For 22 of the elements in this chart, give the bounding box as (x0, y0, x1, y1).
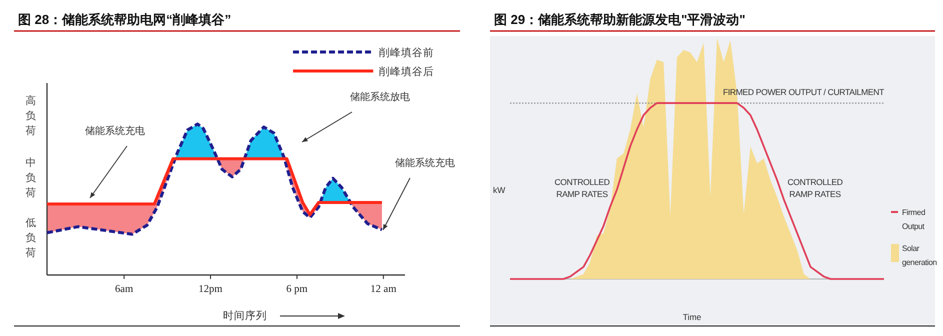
x-tick-label: 12pm (198, 284, 222, 295)
annotation: CONTROLLED RAMP RATES (554, 177, 610, 199)
x-tick-label: 12 am (370, 284, 396, 295)
x-axis-title: Time (682, 312, 702, 322)
x-axis-title: 时间序列 (223, 309, 267, 322)
chart-title: 图 29：储能系统帮助新能源发电"平滑波动" (494, 12, 746, 27)
text: 低负荷 (26, 217, 36, 259)
legend-label: 削峰填谷前 (379, 46, 434, 59)
annotation: 储能系统充电 (85, 125, 145, 137)
legend-label: Solar generation (902, 244, 937, 267)
chart-title: 图 28：储能系统帮助电网“削峰填谷” (18, 12, 232, 27)
ref-line-label: FIRMED POWER OUTPUT / CURTAILMENT (722, 87, 884, 98)
text: 中负荷 (26, 156, 36, 199)
x-tick-label: 6 pm (286, 284, 308, 295)
legend-label: Firmed Output (902, 208, 926, 231)
annotation: 储能系统充电 (395, 157, 455, 169)
legend-label: 削峰填谷后 (379, 65, 434, 78)
y-axis-title: kW (493, 185, 506, 195)
annotation: CONTROLLED RAMP RATES (787, 177, 843, 199)
text: 储能系统放电 (350, 91, 410, 103)
text: 高负荷 (26, 94, 36, 137)
x-tick-label: 6am (115, 284, 134, 295)
